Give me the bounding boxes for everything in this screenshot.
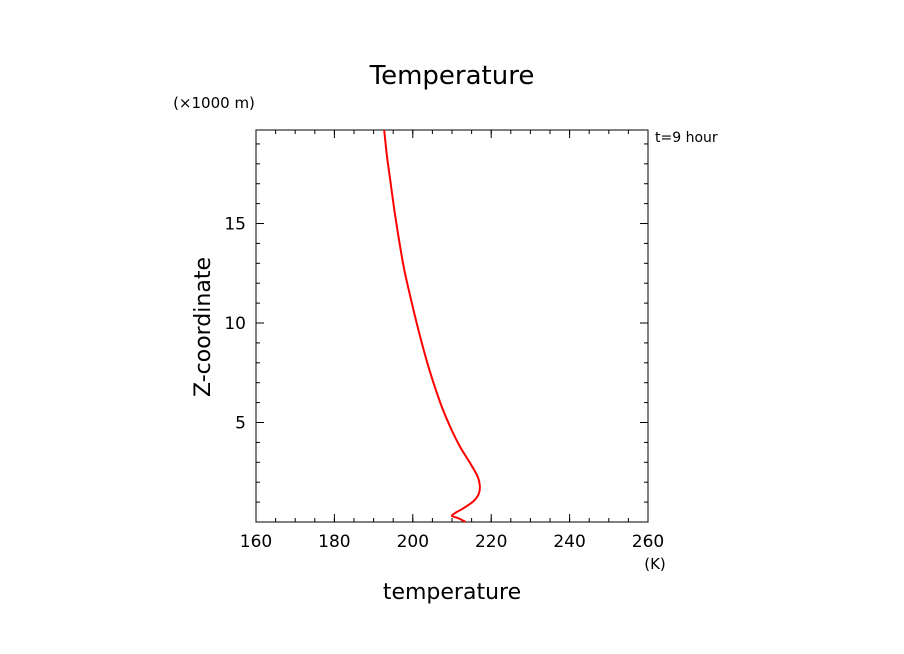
y-tick-label: 10: [224, 314, 246, 334]
tick-labels: 160 180 200 220 240 260 5 10 15: [224, 215, 664, 552]
plot-frame: [255, 129, 649, 523]
x-tick-label: 160: [240, 532, 272, 552]
x-axis-label: temperature: [383, 580, 521, 605]
x-tick-label: 240: [553, 532, 585, 552]
y-tick-label: 15: [224, 215, 246, 235]
x-tick-label: 180: [318, 532, 350, 552]
x-tick-label: 260: [632, 532, 664, 552]
x-tick-label: 200: [397, 532, 429, 552]
x-axis-unit: (K): [644, 555, 666, 573]
y-axis-label: Z-coordinate: [191, 257, 216, 397]
series-line-temperature: [383, 129, 481, 523]
x-tick-label: 220: [475, 532, 507, 552]
axis-ticks: [255, 130, 649, 523]
chart-title: Temperature: [369, 61, 535, 91]
y-axis-unit: (×1000 m): [173, 94, 255, 112]
time-label: t=9 hour: [655, 130, 718, 146]
y-tick-label: 5: [235, 414, 246, 434]
